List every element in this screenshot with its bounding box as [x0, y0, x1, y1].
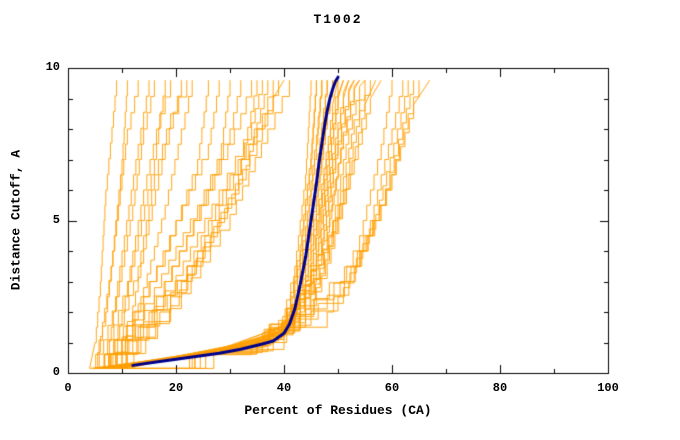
x-tick-label: 0 [64, 381, 72, 395]
x-tick-label: 100 [597, 381, 619, 395]
chart-title: T1002 [313, 12, 363, 27]
x-axis-label: Percent of Residues (CA) [244, 403, 432, 418]
x-tick-label: 40 [276, 381, 292, 395]
y-tick-label: 5 [52, 212, 60, 227]
x-tick-label: 20 [168, 381, 184, 395]
y-tick-label: 10 [45, 60, 60, 74]
y-axis-label: Distance Cutoff, A [8, 149, 24, 291]
y-tick-label: 0 [52, 365, 60, 379]
x-tick-label: 60 [384, 381, 400, 395]
x-tick-label: 80 [492, 381, 508, 395]
